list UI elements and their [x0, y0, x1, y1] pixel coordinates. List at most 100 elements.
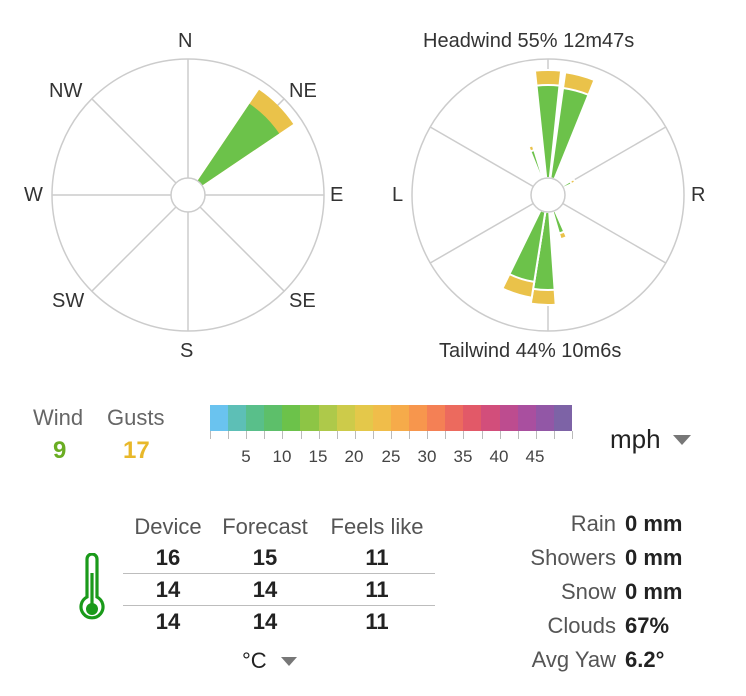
- scale-tick-mark: [445, 431, 447, 439]
- scale-segment: [445, 405, 464, 431]
- scale-tick: 45: [525, 447, 545, 466]
- wind-petal: [551, 209, 566, 235]
- compass-label-e: E: [330, 184, 344, 206]
- scale-segment: [246, 405, 265, 431]
- wind-label: Wind: [33, 405, 84, 430]
- rose-spoke: [91, 98, 177, 184]
- scale-ticks: [210, 431, 573, 443]
- scale-segment: [336, 405, 355, 431]
- scale-tick-mark: [372, 431, 374, 439]
- compass-label-s: S: [180, 340, 194, 362]
- compass-label-nw: NW: [49, 80, 83, 102]
- scale-segment: [264, 405, 283, 431]
- scale-segment: [409, 405, 428, 431]
- scale-segment: [535, 405, 554, 431]
- rose-spoke: [429, 202, 534, 264]
- scale-tick-mark: [409, 431, 411, 439]
- scale-tick-mark: [336, 431, 338, 439]
- compass-label-se: SE: [289, 290, 316, 312]
- scale-segment: [481, 405, 500, 431]
- rain-label: Rain: [570, 511, 616, 536]
- rose-spoke: [429, 126, 534, 188]
- scale-segment: [372, 405, 391, 431]
- left-label: L: [392, 184, 404, 206]
- wind-roses: [51, 58, 685, 332]
- rain-value: 0 mm: [625, 511, 683, 536]
- temp-cell: 11: [365, 577, 389, 602]
- scale-tick-mark: [354, 431, 356, 439]
- temp-cell: 16: [155, 545, 181, 570]
- compass-label-ne: NE: [289, 80, 317, 102]
- avg-yaw-value: 6.2°: [625, 647, 665, 672]
- wind-sector: [197, 103, 280, 186]
- scale-segment: [463, 405, 482, 431]
- scale-segment: [282, 405, 301, 431]
- avg-yaw-label: Avg Yaw: [531, 647, 616, 672]
- header-forecast: Forecast: [222, 514, 308, 539]
- scale-tick: 15: [308, 447, 328, 466]
- scale-segment: [210, 405, 229, 431]
- scale-tick-mark: [499, 431, 501, 439]
- compass-label-w: W: [24, 184, 43, 206]
- header-device: Device: [134, 514, 202, 539]
- scale-tick: 25: [381, 447, 401, 466]
- scale-tick-mark: [553, 431, 555, 439]
- showers-label: Showers: [530, 545, 616, 570]
- clouds-label: Clouds: [547, 613, 616, 638]
- temperature-unit-dropdown[interactable]: °C: [242, 648, 297, 674]
- gusts-label: Gusts: [107, 405, 165, 430]
- wind-speed-scale: [210, 405, 572, 431]
- scale-tick-mark: [246, 431, 248, 439]
- temp-cell: 14: [155, 577, 181, 602]
- scale-tick-mark: [535, 431, 537, 439]
- scale-tick-mark: [463, 431, 465, 439]
- scale-segment: [390, 405, 410, 431]
- tailwind-label: Tailwind 44% 10m6s: [439, 340, 622, 362]
- scale-tick-mark: [391, 431, 392, 439]
- scale-tick-mark: [427, 431, 429, 439]
- rose-spoke: [91, 206, 177, 292]
- scale-tick: 5: [241, 447, 251, 466]
- scale-segment: [499, 405, 518, 431]
- scale-segment: [517, 405, 536, 431]
- temp-cell: 15: [252, 545, 278, 570]
- rose-spoke: [199, 206, 285, 292]
- temp-cell: 14: [155, 609, 181, 634]
- rose-center: [530, 177, 566, 213]
- scale-tick-mark: [572, 431, 573, 439]
- rose-center: [170, 177, 206, 213]
- relative-wind-rose: [411, 58, 685, 332]
- compass-label-n: N: [178, 30, 193, 52]
- scale-tick-mark: [318, 431, 320, 439]
- scale-tick-mark: [517, 431, 519, 439]
- wind-unit-value: mph: [610, 424, 661, 454]
- scale-tick-mark: [481, 431, 483, 439]
- header-feels-like: Feels like: [330, 514, 424, 539]
- compass-rose: [51, 58, 325, 332]
- scale-tick: 35: [453, 447, 473, 466]
- scale-segment: [318, 405, 337, 431]
- scale-segment: [228, 405, 247, 431]
- wind-petal: [561, 179, 573, 190]
- scale-tick: 40: [489, 447, 509, 466]
- wind-unit-dropdown[interactable]: mph: [610, 424, 691, 455]
- wind-petal: [529, 148, 545, 181]
- temp-cell: 14: [252, 609, 278, 634]
- scale-segment: [300, 405, 319, 431]
- scale-segment: [553, 405, 572, 431]
- temp-cell: 11: [365, 545, 389, 570]
- row-divider: [123, 605, 435, 606]
- chevron-down-icon: [672, 434, 691, 445]
- scale-tick-mark: [264, 431, 266, 439]
- headwind-label: Headwind 55% 12m47s: [423, 30, 635, 52]
- scale-tick: 20: [344, 447, 364, 466]
- right-label: R: [691, 184, 706, 206]
- scale-tick: 30: [417, 447, 437, 466]
- temp-cell: 14: [252, 577, 278, 602]
- scale-segment: [427, 405, 446, 431]
- snow-label: Snow: [560, 579, 616, 604]
- compass-label-sw: SW: [52, 290, 85, 312]
- showers-value: 0 mm: [625, 545, 683, 570]
- scale-tick-mark: [300, 431, 302, 439]
- chevron-down-icon: [280, 656, 297, 666]
